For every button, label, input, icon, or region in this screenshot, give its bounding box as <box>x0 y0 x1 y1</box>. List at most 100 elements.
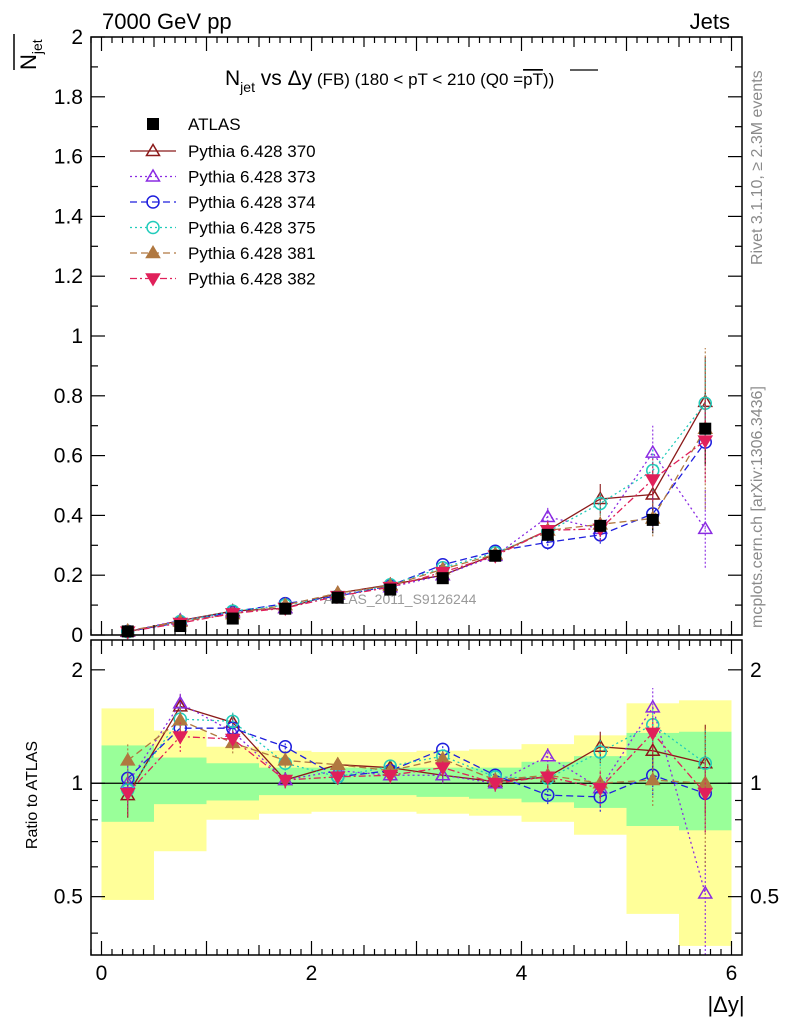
legend-marker-p374 <box>146 195 160 209</box>
ratio-point-p370 <box>644 742 661 757</box>
ratio-y-tick-label-right: 1 <box>750 772 762 795</box>
main-y-tick-label: 0 <box>71 624 83 647</box>
legend-label-atlas: ATLAS <box>188 115 241 134</box>
series-point-p382 <box>697 435 714 449</box>
main-y-tick-label: 0.2 <box>54 564 83 587</box>
series-line-p370 <box>127 401 706 633</box>
atlas-point <box>174 620 187 633</box>
svg-text:Njet: Njet <box>16 39 45 70</box>
series-line-p382 <box>127 440 706 633</box>
atlas-point <box>436 572 449 585</box>
ratio-series-group <box>119 687 714 955</box>
legend-marker-p370 <box>145 143 161 157</box>
legend-marker-p382 <box>145 273 161 287</box>
main-y-tick-label: 1.4 <box>54 205 84 228</box>
analysis-watermark: ATLAS_2011_S9126244 <box>324 591 477 607</box>
ratio-point-p370 <box>592 738 609 753</box>
ratio-point-p381 <box>329 756 346 770</box>
atlas-point <box>489 549 502 562</box>
series-point-p382 <box>644 474 661 488</box>
legend-label-p381: Pythia 6.428 381 <box>188 244 316 263</box>
ratio-point-p375 <box>226 714 240 729</box>
ratio-point-p382 <box>434 762 451 776</box>
main-y-tick-label: 0.8 <box>54 385 83 408</box>
ratio-point-p382 <box>224 733 241 748</box>
main-axes: 0 0.2 0.4 0.6 0.8 1 1.2 1.4 1.6 1.8 2 <box>54 26 743 647</box>
ratio-point-p373 <box>539 748 556 762</box>
ratio-point-p382 <box>592 782 609 797</box>
ylabel-jet-subscript: jet <box>29 39 45 55</box>
atlas-point <box>699 422 712 435</box>
ratio-point-p382 <box>329 771 346 785</box>
ratio-point-p373 <box>434 767 451 781</box>
atlas-point <box>594 519 607 532</box>
main-y-tick-label: 0.4 <box>54 504 84 527</box>
legend-label-p374: Pythia 6.428 374 <box>188 193 316 212</box>
ylabel-n: N <box>16 54 41 70</box>
atlas-point <box>384 583 397 596</box>
ratio-ylabel: Ratio to ATLAS <box>24 741 41 849</box>
atlas-point <box>279 602 292 615</box>
ratio-y-tick-label: 0.5 <box>54 886 83 909</box>
main-series-group <box>119 347 714 640</box>
main-y-tick-label: 2 <box>71 26 83 49</box>
ratio-band-green <box>154 757 207 805</box>
ratio-point-p382 <box>382 769 399 784</box>
atlas-point <box>541 528 554 541</box>
legend-label-p375: Pythia 6.428 375 <box>188 219 316 238</box>
main-y-tick-label: 1.8 <box>54 86 83 109</box>
ratio-point-p382 <box>539 771 556 785</box>
legend-marker-p375 <box>146 220 160 235</box>
ratio-axes: 0.5 0.5 1 1 2 2 0 2 4 6 <box>54 639 779 985</box>
ratio-point-p381 <box>277 752 294 766</box>
ratio-band-green <box>206 763 259 801</box>
legend-marker-p381 <box>145 245 161 259</box>
ratio-point-p382 <box>277 774 294 788</box>
atlas-point <box>646 513 659 526</box>
ratio-point-p382 <box>487 777 504 792</box>
series-point-p375 <box>593 496 607 511</box>
legend-label-p370: Pythia 6.428 370 <box>188 142 316 161</box>
ratio-y-tick-label-right: 0.5 <box>750 886 779 909</box>
legend-marker-p373 <box>145 168 161 182</box>
atlas-point <box>226 612 239 625</box>
x-tick-label: 2 <box>306 962 318 985</box>
ratio-point-p373 <box>119 775 136 789</box>
ratio-point-p382 <box>697 788 714 802</box>
main-title: Njet vs Δy (FB) (180 < pT < 210 (Q0 =pT)… <box>225 67 554 95</box>
x-tick-label: 4 <box>516 962 528 985</box>
legend-label-p373: Pythia 6.428 373 <box>188 168 316 187</box>
atlas-point <box>331 591 344 604</box>
ratio-line-p375 <box>127 718 706 791</box>
ratio-point-p381 <box>644 772 661 786</box>
ratio-line-p373 <box>127 702 706 894</box>
legend-marker-atlas <box>147 118 159 130</box>
mcplots-label: mcplots.cern.ch [arXiv:1306.3436] <box>749 386 766 628</box>
legend-label-p382: Pythia 6.428 382 <box>188 270 316 289</box>
ratio-y-tick-label: 1 <box>71 772 83 795</box>
ratio-point-p381 <box>119 752 136 766</box>
ratio-point-p382 <box>644 727 661 741</box>
main-y-tick-label: 1.2 <box>54 265 83 288</box>
ratio-point-p373 <box>697 885 714 899</box>
header-jets-label: Jets <box>690 9 730 34</box>
series-point-p373 <box>644 444 661 458</box>
header-energy-label: 7000 GeV pp <box>102 9 232 34</box>
ratio-line-p374 <box>127 727 706 798</box>
legend: ATLAS Pythia 6.428 370 Pythia 6.428 373 Pyt… <box>130 115 316 289</box>
ratio-point-p373 <box>644 699 661 713</box>
series-line-p381 <box>127 428 706 632</box>
ratio-y-tick-label: 2 <box>71 659 83 682</box>
series-point-p373 <box>697 520 714 535</box>
main-y-tick-label: 0.6 <box>54 445 83 468</box>
ratio-point-p375 <box>593 745 607 759</box>
ratio-line-p382 <box>127 731 706 794</box>
main-y-tick-label: 1.6 <box>54 146 83 169</box>
main-y-tick-label: 1 <box>71 325 83 348</box>
ratio-point-p381 <box>172 712 189 726</box>
ratio-point-p382 <box>119 788 136 802</box>
series-line-p373 <box>127 451 706 633</box>
x-tick-label: 0 <box>96 962 108 985</box>
x-tick-label: 6 <box>726 962 738 985</box>
